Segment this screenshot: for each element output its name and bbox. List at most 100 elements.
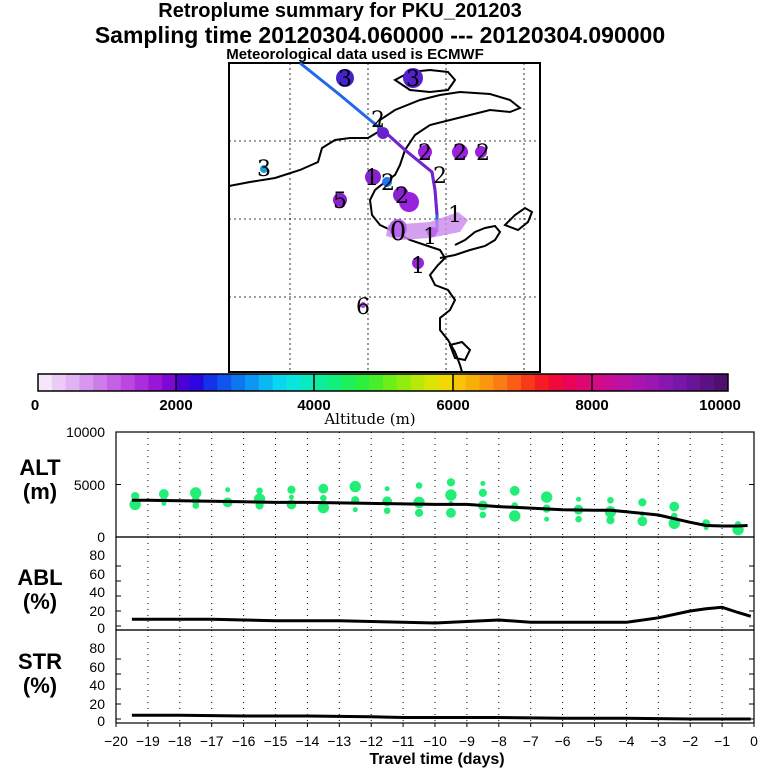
abl-ytick: 60 xyxy=(89,566,105,582)
colorbar-cell xyxy=(590,374,605,391)
x-tick-label: −13 xyxy=(327,733,351,749)
colorbar-cell xyxy=(534,374,550,391)
altitude-point xyxy=(637,516,648,527)
alt-ylabel: ALT xyxy=(19,455,61,480)
x-tick-label: −5 xyxy=(587,733,603,749)
colorbar-cell xyxy=(452,374,467,391)
plume-footprint xyxy=(386,212,468,240)
cluster-label: 2 xyxy=(371,108,385,133)
colorbar-cell xyxy=(424,374,439,391)
colorbar-cell xyxy=(341,374,356,391)
cluster-label: 5 xyxy=(333,189,347,214)
altitude-point xyxy=(288,494,294,500)
x-tick-label: −19 xyxy=(136,733,160,749)
colorbar-cell xyxy=(134,374,149,391)
abl-ytick: 0 xyxy=(97,620,105,636)
abl-ylabel-unit: (%) xyxy=(23,589,57,614)
alt-ylabel-unit: (m) xyxy=(23,479,57,504)
cluster-label: 1 xyxy=(423,225,437,250)
altitude-point xyxy=(225,487,231,493)
altitude-point xyxy=(190,487,202,499)
altitude-point xyxy=(509,510,521,522)
timeseries-panels: ALT (m) ABL (%) STR (%) 10000 5000 0 80 … xyxy=(17,424,758,768)
x-tick-label: −4 xyxy=(618,733,634,749)
altitude-point xyxy=(480,480,486,486)
colorbar-cell xyxy=(176,374,191,391)
cluster-label: 2 xyxy=(381,171,395,196)
str-ytick: 40 xyxy=(89,677,105,693)
altitude-point xyxy=(349,480,361,493)
colorbar-tick: 8000 xyxy=(575,397,608,414)
altitude-point xyxy=(318,483,329,494)
colorbar-cell xyxy=(438,374,453,391)
colorbar-cell xyxy=(93,374,108,391)
colorbar-cell xyxy=(120,374,136,391)
altitude-point xyxy=(540,491,553,503)
cluster-label: 2 xyxy=(476,141,490,166)
x-tick-label: −15 xyxy=(264,733,288,749)
str-ylabel: STR xyxy=(18,649,62,674)
colorbar-cell xyxy=(79,374,94,391)
str-ylabel-unit: (%) xyxy=(23,673,57,698)
colorbar-cell xyxy=(148,374,163,391)
cluster-label: 0 xyxy=(390,217,407,247)
altitude-point xyxy=(607,496,614,504)
abl-panel-frame xyxy=(115,536,755,631)
colorbar-cell xyxy=(51,374,67,391)
colorbar-cell xyxy=(38,374,53,391)
cluster-label: 2 xyxy=(453,141,467,166)
altitude-point xyxy=(638,498,647,507)
colorbar-cell xyxy=(65,374,80,391)
altitude-point xyxy=(576,496,582,502)
altitude-point xyxy=(383,507,391,515)
colorbar-cell xyxy=(714,374,729,391)
colorbar-cell xyxy=(217,374,232,391)
altitude-point xyxy=(158,489,169,499)
x-tick-label: −2 xyxy=(682,733,698,749)
colorbar-cell xyxy=(521,374,536,391)
x-tick-label: −17 xyxy=(200,733,224,749)
alt-panel-frame xyxy=(115,431,755,538)
chart-title: Retroplume summary for PKU_201203 xyxy=(158,0,522,22)
x-tick-label: −20 xyxy=(104,733,128,749)
colorbar-cell xyxy=(383,374,398,391)
str-panel-frame xyxy=(115,629,755,724)
map-frame xyxy=(228,62,541,373)
colorbar-cell xyxy=(396,374,412,391)
abl-ytick: 80 xyxy=(89,547,105,563)
cluster-label: 2 xyxy=(418,141,432,166)
colorbar-cell xyxy=(314,374,329,391)
x-axis-label: Travel time (days) xyxy=(369,751,504,768)
altitude-point xyxy=(478,488,487,497)
altitude-point xyxy=(287,485,296,494)
colorbar-cell xyxy=(672,374,688,391)
x-tick-label: −10 xyxy=(423,733,447,749)
str-ytick: 0 xyxy=(97,713,105,729)
colorbar-cell xyxy=(576,374,591,391)
colorbar-cell xyxy=(548,374,563,391)
cluster-markers xyxy=(260,68,487,308)
colorbar-tick: 10000 xyxy=(699,397,741,414)
colorbar-cell xyxy=(562,374,577,391)
trajectory-line-purple xyxy=(383,130,439,216)
colorbar-cell xyxy=(465,374,481,391)
str-ytick: 20 xyxy=(89,696,105,712)
cluster-label: 1 xyxy=(411,254,425,279)
colorbar-tick: 0 xyxy=(31,397,39,414)
colorbar-cell xyxy=(493,374,508,391)
altitude-point xyxy=(192,502,200,509)
abl-series-line xyxy=(131,605,752,625)
x-tick-label: 0 xyxy=(750,733,758,749)
altitude-point xyxy=(256,487,263,495)
cluster-label: 1 xyxy=(365,166,379,191)
str-ytick: 60 xyxy=(89,659,105,675)
met-data-note: Meteorological data used is ECMWF xyxy=(226,46,484,63)
altitude-point xyxy=(415,482,423,489)
altitude-point xyxy=(509,485,520,496)
x-tick-label: −16 xyxy=(232,733,256,749)
x-tick-label: −6 xyxy=(555,733,571,749)
colorbar-cell xyxy=(272,374,287,391)
altitude-point xyxy=(606,516,615,525)
colorbar-cell xyxy=(286,374,301,391)
